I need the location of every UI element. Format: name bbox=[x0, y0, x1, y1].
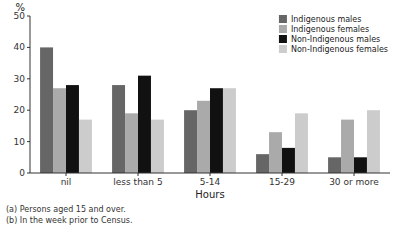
bar bbox=[79, 120, 92, 173]
bar bbox=[197, 101, 210, 173]
bar bbox=[269, 132, 282, 173]
bar bbox=[125, 113, 138, 173]
bar bbox=[53, 88, 66, 173]
y-tick-label: 10 bbox=[14, 137, 26, 147]
legend-swatch bbox=[279, 25, 287, 33]
x-tick-label: 30 or more bbox=[329, 177, 379, 187]
x-tick bbox=[138, 173, 139, 176]
bar bbox=[367, 110, 380, 173]
legend-swatch bbox=[279, 15, 287, 23]
x-tick-label: 15-29 bbox=[269, 177, 295, 187]
y-axis-line bbox=[30, 16, 31, 173]
legend-label: Non-Indigenous females bbox=[291, 45, 388, 54]
legend-swatch bbox=[279, 45, 287, 53]
y-tick bbox=[27, 141, 30, 142]
bar bbox=[40, 47, 53, 173]
x-tick-label: 5-14 bbox=[200, 177, 221, 187]
x-axis-label: Hours bbox=[195, 189, 224, 200]
bars bbox=[40, 47, 380, 173]
y-tick bbox=[27, 16, 30, 17]
footnote: (b) In the week prior to Census. bbox=[6, 216, 133, 225]
legend-label: Indigenous females bbox=[291, 25, 369, 34]
x-tick bbox=[210, 173, 211, 176]
bar bbox=[184, 110, 197, 173]
y-tick bbox=[27, 173, 30, 174]
x-tick-label: nil bbox=[61, 177, 72, 187]
bar bbox=[223, 88, 236, 173]
x-tick bbox=[354, 173, 355, 176]
bar bbox=[282, 148, 295, 173]
y-tick-label: 0 bbox=[19, 168, 25, 178]
footnote: (a) Persons aged 15 and over. bbox=[6, 205, 126, 214]
chart: 01020304050nilless than 55-1415-2930 or … bbox=[0, 0, 397, 227]
bar bbox=[341, 120, 354, 173]
bar bbox=[354, 157, 367, 173]
legend: Indigenous malesIndigenous femalesNon-In… bbox=[279, 15, 388, 54]
x-tick bbox=[282, 173, 283, 176]
y-tick-label: 20 bbox=[14, 105, 26, 115]
bar bbox=[112, 85, 125, 173]
x-tick bbox=[66, 173, 67, 176]
y-tick bbox=[27, 47, 30, 48]
legend-label: Indigenous males bbox=[291, 15, 361, 24]
bar bbox=[210, 88, 223, 173]
y-tick-label: 40 bbox=[14, 42, 26, 52]
bar bbox=[138, 76, 151, 173]
y-tick bbox=[27, 110, 30, 111]
bar bbox=[328, 157, 341, 173]
y-tick-label: 30 bbox=[14, 74, 26, 84]
bar bbox=[295, 113, 308, 173]
bar bbox=[66, 85, 79, 173]
legend-swatch bbox=[279, 35, 287, 43]
legend-label: Non-Indigenous males bbox=[291, 35, 380, 44]
bar bbox=[256, 154, 269, 173]
y-tick bbox=[27, 78, 30, 79]
x-tick-label: less than 5 bbox=[113, 177, 162, 187]
y-axis-label: % bbox=[15, 2, 25, 13]
bar bbox=[151, 120, 164, 173]
